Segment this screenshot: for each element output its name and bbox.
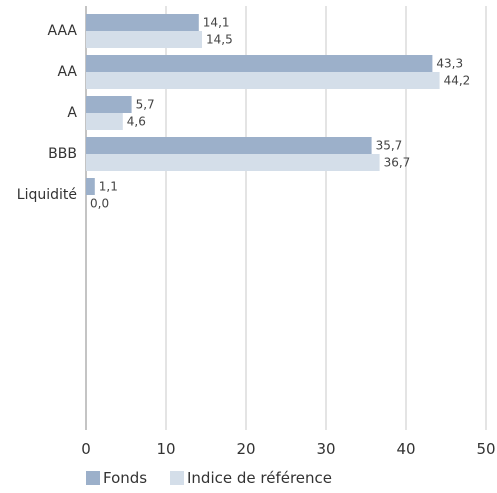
bar	[86, 14, 199, 31]
bar	[86, 72, 440, 89]
data-label: 14,5	[206, 33, 233, 47]
x-tick-label: 30	[316, 440, 335, 458]
category-label: Liquidité	[17, 187, 77, 203]
data-label: 44,2	[444, 74, 471, 88]
bar	[86, 31, 202, 48]
data-label: 4,6	[127, 115, 146, 129]
bar	[86, 55, 433, 72]
bar	[86, 96, 132, 113]
legend-swatch	[86, 471, 100, 485]
x-tick-label: 0	[81, 440, 91, 458]
x-tick-label: 40	[396, 440, 415, 458]
legend-swatch	[170, 471, 184, 485]
data-label: 0,0	[90, 197, 109, 211]
bar	[86, 113, 123, 130]
bar	[86, 137, 372, 154]
bar	[86, 178, 95, 195]
x-tick-label: 20	[236, 440, 255, 458]
data-label: 5,7	[136, 98, 155, 112]
bar	[86, 154, 380, 171]
legend-item-label: Indice de référence	[187, 469, 332, 487]
x-tick-label: 50	[476, 440, 495, 458]
legend-item-label: Fonds	[103, 469, 147, 487]
category-label: AAA	[47, 23, 77, 39]
data-label: 1,1	[99, 180, 118, 194]
data-label: 36,7	[384, 156, 411, 170]
data-label: 14,1	[203, 16, 230, 30]
data-label: 35,7	[376, 139, 403, 153]
category-label: AA	[57, 64, 77, 80]
data-label: 43,3	[436, 57, 463, 71]
category-label: A	[67, 105, 77, 121]
category-label: BBB	[48, 146, 77, 162]
x-tick-label: 10	[156, 440, 175, 458]
